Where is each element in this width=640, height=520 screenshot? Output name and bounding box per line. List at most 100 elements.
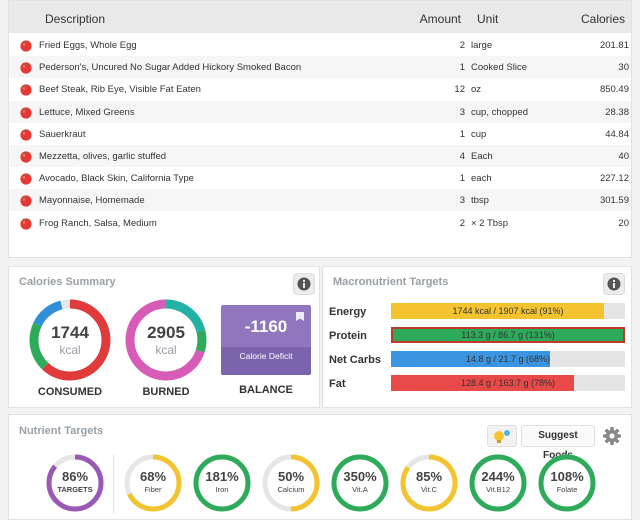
food-description[interactable]: Frog Ranch, Salsa, Medium — [39, 217, 157, 229]
burned-ring[interactable]: 2905 kcal — [123, 297, 209, 383]
macro-name: Net Carbs — [329, 354, 381, 366]
food-amount[interactable]: 4 — [459, 151, 465, 162]
food-calories: 301.59 — [599, 195, 629, 207]
lightbulb-icon[interactable] — [487, 425, 517, 447]
food-unit[interactable]: × 2 Tbsp — [471, 217, 509, 229]
tomato-icon — [20, 195, 32, 207]
macro-row-net-carbs[interactable]: Net Carbs 14.8 g / 21.7 g (68%) — [329, 351, 629, 369]
food-unit[interactable]: each — [471, 173, 492, 185]
food-amount[interactable]: 1 — [459, 128, 465, 140]
food-description[interactable]: Mezzetta, olives, garlic stuffed — [39, 151, 167, 162]
food-unit[interactable]: Cooked Slice — [471, 62, 527, 74]
macro-bar: 14.8 g / 21.7 g (68%) — [391, 351, 625, 367]
food-description[interactable]: Avocado, Black Skin, California Type — [39, 173, 194, 185]
ring-segment-0 — [469, 454, 527, 512]
ring-segment-0 — [400, 454, 458, 512]
food-calories: 201.81 — [599, 40, 629, 51]
nutrient-ring-vit-c[interactable]: 85% Vit.C — [399, 453, 459, 513]
food-unit[interactable]: tbsp — [471, 195, 489, 207]
table-row[interactable]: Sauerkraut 1 cup 44.84 — [9, 123, 631, 145]
suggest-foods-button[interactable]: Suggest Foods — [521, 425, 595, 461]
table-row[interactable]: Avocado, Black Skin, California Type 1 eac… — [9, 167, 631, 189]
nutrient-name: Calcium — [277, 485, 305, 494]
column-header-description[interactable]: Description — [45, 12, 106, 26]
food-amount[interactable]: 1 — [459, 173, 465, 185]
table-row[interactable]: Lettuce, Mixed Greens 3 cup, chopped 28.38 — [9, 100, 631, 123]
nutrient-pct: 68% — [139, 469, 167, 484]
nutrient-ring-calcium[interactable]: 50% Calcium — [261, 453, 321, 513]
macro-row-protein[interactable]: Protein 113.3 g / 86.7 g (131%) — [329, 327, 629, 345]
table-row[interactable]: Fried Eggs, Whole Egg 2 large 201.81 — [9, 34, 631, 56]
divider — [113, 455, 114, 513]
food-description[interactable]: Pederson's, Uncured No Sugar Added Hicko… — [39, 62, 302, 74]
column-header-unit[interactable]: Unit — [477, 12, 499, 26]
calorie-deficit-card[interactable]: -1160 Calorie Deficit — [221, 305, 311, 375]
nutrient-pct: 181% — [205, 469, 239, 484]
food-unit[interactable]: oz — [471, 84, 482, 96]
info-icon[interactable] — [293, 273, 315, 295]
table-row[interactable]: Frog Ranch, Salsa, Medium 2 × 2 Tbsp 20 — [9, 212, 631, 234]
food-amount[interactable]: 2 — [459, 40, 465, 51]
calories-summary-title: Calories Summary — [19, 276, 116, 288]
nutrient-ring-fiber[interactable]: 68% Fiber — [123, 453, 183, 513]
macro-name: Fat — [329, 378, 346, 390]
macro-bar-fill — [391, 375, 574, 391]
food-unit[interactable]: cup — [471, 128, 487, 140]
balance-value: -1160 — [244, 317, 288, 336]
food-unit[interactable]: large — [471, 40, 493, 51]
food-calories: 28.38 — [605, 106, 629, 118]
food-amount[interactable]: 2 — [459, 217, 465, 229]
ring-segment-2 — [125, 299, 207, 381]
table-row[interactable]: Mezzetta, olives, garlic stuffed 4 Each 40 — [9, 145, 631, 167]
table-row[interactable]: Beef Steak, Rib Eye, Visible Fat Eaten 12… — [9, 78, 631, 100]
info-icon[interactable] — [603, 273, 625, 295]
consumed-ring[interactable]: 1744 kcal — [27, 297, 113, 383]
macro-row-energy[interactable]: Energy 1744 kcal / 1907 kcal (91%) — [329, 303, 629, 321]
macro-value: 113.3 g / 86.7 g (131%) — [461, 330, 555, 340]
ring-segment-0 — [193, 454, 251, 512]
balance-label: BALANCE — [239, 384, 293, 396]
nutrient-name: Vit.A — [352, 485, 368, 494]
macronutrient-title: Macronutrient Targets — [333, 276, 449, 288]
macronutrient-targets-panel: Macronutrient Targets Energy 1744 kcal / … — [322, 266, 632, 408]
macro-row-fat[interactable]: Fat 128.4 g / 163.7 g (78%) — [329, 375, 629, 393]
nutrient-pct: 108% — [550, 469, 584, 484]
tomato-icon — [20, 129, 32, 141]
ring-segment-0 — [46, 454, 104, 512]
tag-icon — [296, 312, 304, 321]
food-amount[interactable]: 1 — [459, 62, 465, 74]
column-header-amount[interactable]: Amount — [419, 12, 461, 26]
table-row[interactable]: Pederson's, Uncured No Sugar Added Hicko… — [9, 56, 631, 79]
nutrient-name: Fiber — [144, 485, 162, 494]
food-unit[interactable]: cup, chopped — [471, 106, 529, 118]
macro-bar: 113.3 g / 86.7 g (131%) — [391, 327, 625, 343]
food-amount[interactable]: 3 — [459, 106, 465, 118]
nutrient-ring-iron[interactable]: 181% Iron — [192, 453, 252, 513]
food-description[interactable]: Beef Steak, Rib Eye, Visible Fat Eaten — [39, 84, 201, 96]
nutrient-pct: 50% — [277, 469, 305, 484]
gear-icon[interactable] — [601, 425, 623, 447]
food-description[interactable]: Sauerkraut — [39, 128, 86, 140]
column-header-calories[interactable]: Calories — [580, 12, 625, 26]
food-amount[interactable]: 3 — [459, 195, 465, 207]
tomato-icon — [20, 40, 32, 52]
nutrient-ring-vit-b12[interactable]: 244% Vit.B12 — [468, 453, 528, 513]
macro-value: 1744 kcal / 1907 kcal (91%) — [452, 306, 564, 316]
food-unit[interactable]: Each — [471, 151, 493, 162]
nutrient-name: TARGETS — [57, 485, 93, 494]
nutrient-pct: 86% — [61, 469, 89, 484]
food-calories: 40 — [618, 151, 629, 162]
food-description[interactable]: Lettuce, Mixed Greens — [39, 106, 135, 118]
nutrient-ring-folate[interactable]: 108% Folate — [537, 453, 597, 513]
macro-name: Protein — [329, 330, 367, 342]
food-amount[interactable]: 12 — [454, 84, 465, 96]
tomato-icon — [20, 106, 32, 119]
table-row[interactable]: Mayonnaise, Homemade 3 tbsp 301.59 — [9, 189, 631, 212]
food-calories: 44.84 — [605, 128, 629, 140]
nutrient-name: Iron — [215, 485, 229, 494]
nutrient-ring-vit-a[interactable]: 350% Vit.A — [330, 453, 390, 513]
food-description[interactable]: Fried Eggs, Whole Egg — [39, 40, 137, 51]
food-description[interactable]: Mayonnaise, Homemade — [39, 195, 145, 207]
macro-bar-fill — [391, 327, 625, 343]
nutrient-ring-targets[interactable]: 86% TARGETS — [45, 453, 105, 513]
